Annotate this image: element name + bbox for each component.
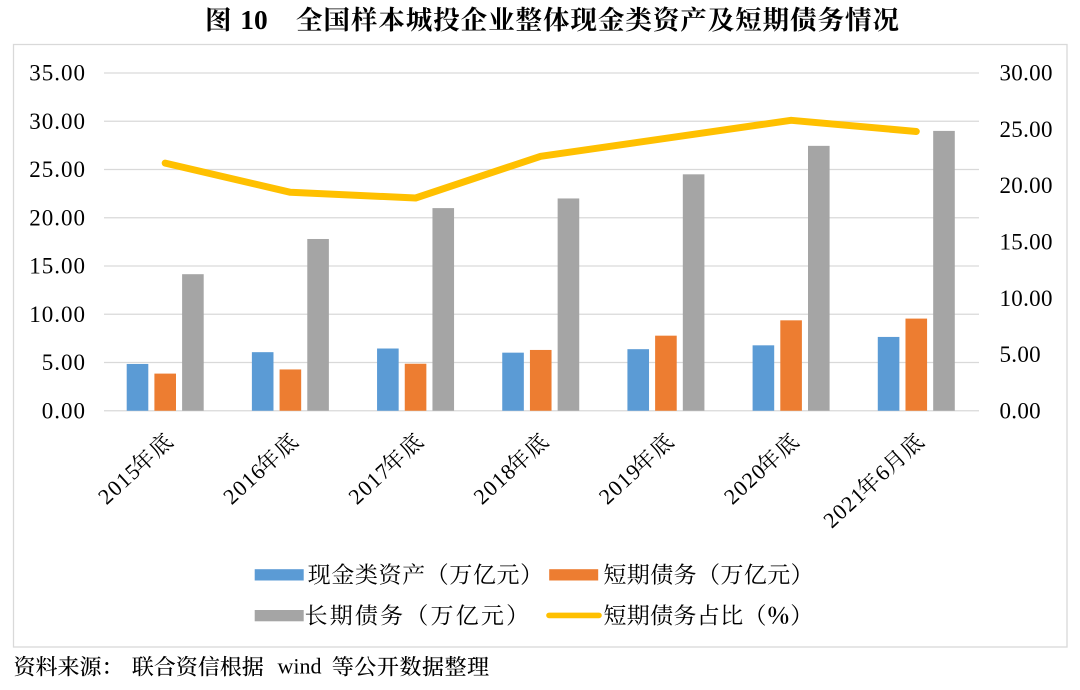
- svg-text:5.00: 5.00: [1000, 342, 1041, 367]
- svg-text:wind: wind: [278, 654, 322, 679]
- svg-text:5.00: 5.00: [42, 350, 86, 375]
- svg-text:30.00: 30.00: [29, 109, 86, 134]
- svg-text:30.00: 30.00: [1000, 61, 1053, 86]
- svg-text:0.00: 0.00: [42, 398, 86, 423]
- svg-text:0.00: 0.00: [1000, 398, 1041, 423]
- svg-text:15.00: 15.00: [29, 254, 86, 279]
- svg-text:15.00: 15.00: [1000, 229, 1053, 254]
- svg-text:10.00: 10.00: [1000, 286, 1053, 311]
- svg-text:20.00: 20.00: [29, 205, 86, 230]
- svg-text:35.00: 35.00: [29, 61, 86, 86]
- svg-text:20.00: 20.00: [1000, 173, 1053, 198]
- svg-text:25.00: 25.00: [29, 157, 86, 182]
- svg-text:10.00: 10.00: [29, 302, 86, 327]
- svg-text:10: 10: [240, 5, 267, 35]
- svg-text:25.00: 25.00: [1000, 117, 1053, 142]
